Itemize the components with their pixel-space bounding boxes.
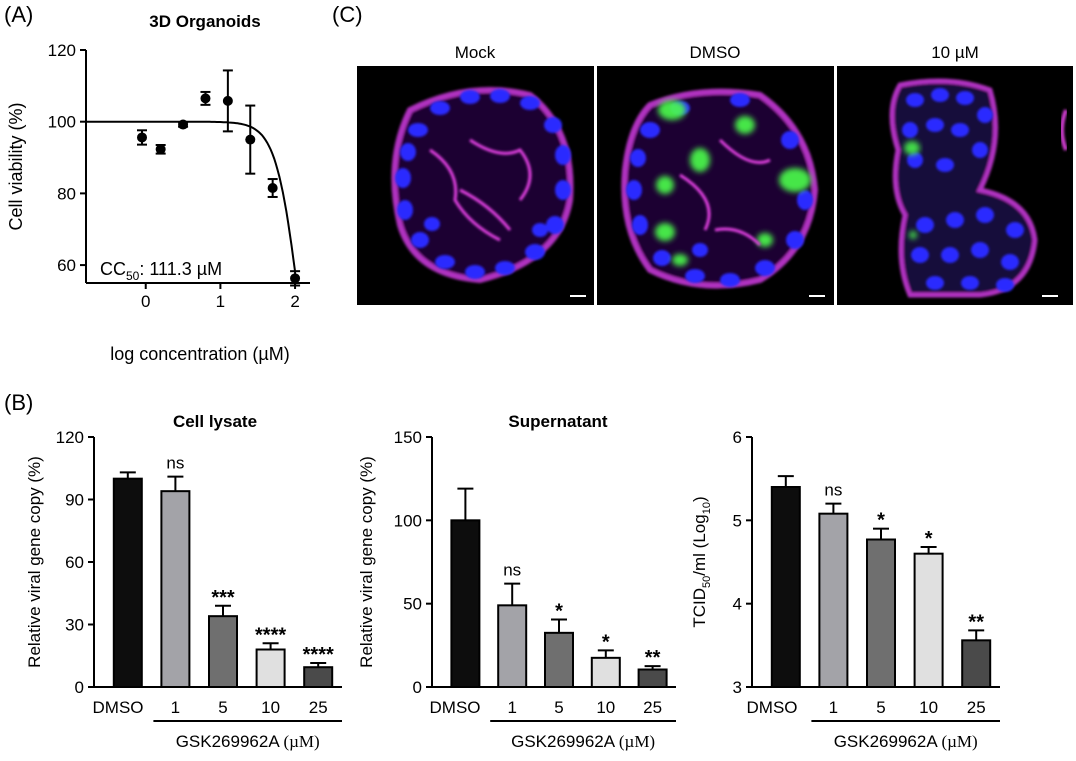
y-axis-label: Relative viral gene copy (%)	[25, 456, 44, 668]
bar	[913, 552, 944, 689]
organoid-10um-image	[837, 66, 1073, 305]
y-tick-label: 4	[733, 595, 742, 614]
bar	[303, 666, 334, 688]
significance-label: *	[555, 601, 563, 623]
data-point	[155, 144, 166, 155]
y-tick-label: 60	[65, 553, 84, 572]
significance-label: ****	[303, 644, 334, 666]
bar	[255, 648, 286, 688]
cell-lysate-chart: Cell lysate 0 30 60 90 120 Relative viral gene…	[25, 412, 342, 751]
x-tick-label: 10	[596, 698, 615, 717]
cc50-annotation: CC50: 111.3 µM	[100, 259, 222, 283]
bar	[818, 512, 849, 689]
x-tick-label: 5	[218, 698, 227, 717]
x-tick-label: 1	[507, 698, 516, 717]
bar	[637, 668, 668, 688]
bar	[770, 486, 801, 688]
y-tick-label: 0	[413, 678, 422, 697]
y-tick-label: 120	[56, 428, 84, 447]
bar	[160, 490, 191, 688]
panel-label-c: (C)	[332, 2, 363, 27]
x-tick-label: 2	[290, 292, 299, 311]
bar	[112, 477, 143, 688]
significance-label: **	[968, 611, 984, 633]
x-tick-label: 25	[967, 698, 986, 717]
x-tick-label: 10	[261, 698, 280, 717]
y-axis-label: TCID50/ml (Log10)	[690, 496, 713, 627]
y-tick-label: 90	[65, 491, 84, 510]
x-tick-label: 1	[171, 698, 180, 717]
y-tick-label: 3	[733, 678, 742, 697]
y-tick-label: 120	[48, 41, 76, 60]
panel-label-b: (B)	[4, 390, 33, 415]
chart-title: Cell lysate	[173, 412, 257, 431]
x-tick-label: DMSO	[430, 698, 481, 717]
data-point	[200, 93, 211, 104]
significance-label: ***	[211, 587, 235, 609]
significance-label: ns	[166, 454, 184, 473]
y-tick-label: 60	[57, 256, 76, 275]
bar	[866, 538, 896, 688]
group-label: GSK269962A (µM)	[834, 732, 978, 751]
significance-label: ns	[503, 561, 521, 580]
micrograph-label-10um: 10 µM	[931, 43, 979, 62]
micrograph-label-mock: Mock	[455, 43, 496, 62]
data-point	[137, 132, 147, 143]
data-point	[290, 273, 301, 284]
x-tick-label: 10	[919, 698, 938, 717]
organoid-viability-chart: 3D Organoids 60 80 100 120 0 1 2 log concentrati…	[6, 12, 310, 364]
x-tick-label: 1	[216, 292, 225, 311]
bar	[961, 639, 992, 688]
data-point	[178, 119, 189, 130]
data-point	[267, 183, 278, 194]
chart-title: Supernatant	[508, 412, 608, 431]
data-point	[222, 95, 233, 106]
organoid-dmso-image	[597, 66, 834, 305]
bar	[208, 615, 238, 689]
significance-label: *	[602, 631, 610, 653]
bar	[450, 519, 481, 688]
organoid-mock-image	[357, 66, 594, 305]
tcid50-chart: 3 4 5 6 TCID50/ml (Log10) DMSO ns 1 * 5 * 10 ** 25 GSK…	[690, 428, 1000, 751]
y-tick-label: 150	[394, 428, 422, 447]
bar	[590, 656, 621, 688]
y-tick-label: 6	[733, 428, 742, 447]
x-tick-label: 0	[141, 292, 150, 311]
y-tick-label: 30	[65, 616, 84, 635]
y-axis-label: Relative viral gene copy (%)	[357, 456, 376, 668]
micrograph-panel: Mock DMSO 10 µM	[357, 43, 1073, 305]
significance-label: *	[877, 510, 885, 532]
bar	[544, 631, 574, 688]
y-tick-label: 100	[394, 511, 422, 530]
significance-label: *	[925, 528, 933, 550]
x-tick-label: 25	[309, 698, 328, 717]
fit-curve	[86, 120, 297, 272]
y-tick-label: 50	[403, 595, 422, 614]
significance-label: **	[645, 647, 661, 669]
y-axis-label: Cell viability (%)	[6, 102, 26, 230]
significance-label: ****	[255, 624, 286, 646]
x-axis-label: log concentration (µM)	[110, 344, 289, 364]
group-label: GSK269962A (µM)	[176, 732, 320, 751]
x-tick-label: 1	[829, 698, 838, 717]
x-tick-label: DMSO	[93, 698, 144, 717]
x-tick-label: 5	[554, 698, 563, 717]
micrograph-label-dmso: DMSO	[690, 43, 741, 62]
data-point	[245, 134, 256, 145]
panel-label-a: (A)	[4, 2, 33, 27]
x-tick-label: 5	[876, 698, 885, 717]
y-tick-label: 5	[733, 511, 742, 530]
bar	[497, 604, 528, 688]
supernatant-chart: Supernatant 0 50 100 150 Relative viral gene …	[357, 412, 676, 751]
y-tick-label: 80	[57, 184, 76, 203]
y-tick-label: 100	[48, 113, 76, 132]
group-label: GSK269962A (µM)	[511, 732, 655, 751]
x-tick-label: DMSO	[747, 698, 798, 717]
chart-title: 3D Organoids	[149, 12, 260, 31]
significance-label: ns	[824, 481, 842, 500]
x-tick-label: 25	[643, 698, 662, 717]
y-tick-label: 0	[75, 678, 84, 697]
